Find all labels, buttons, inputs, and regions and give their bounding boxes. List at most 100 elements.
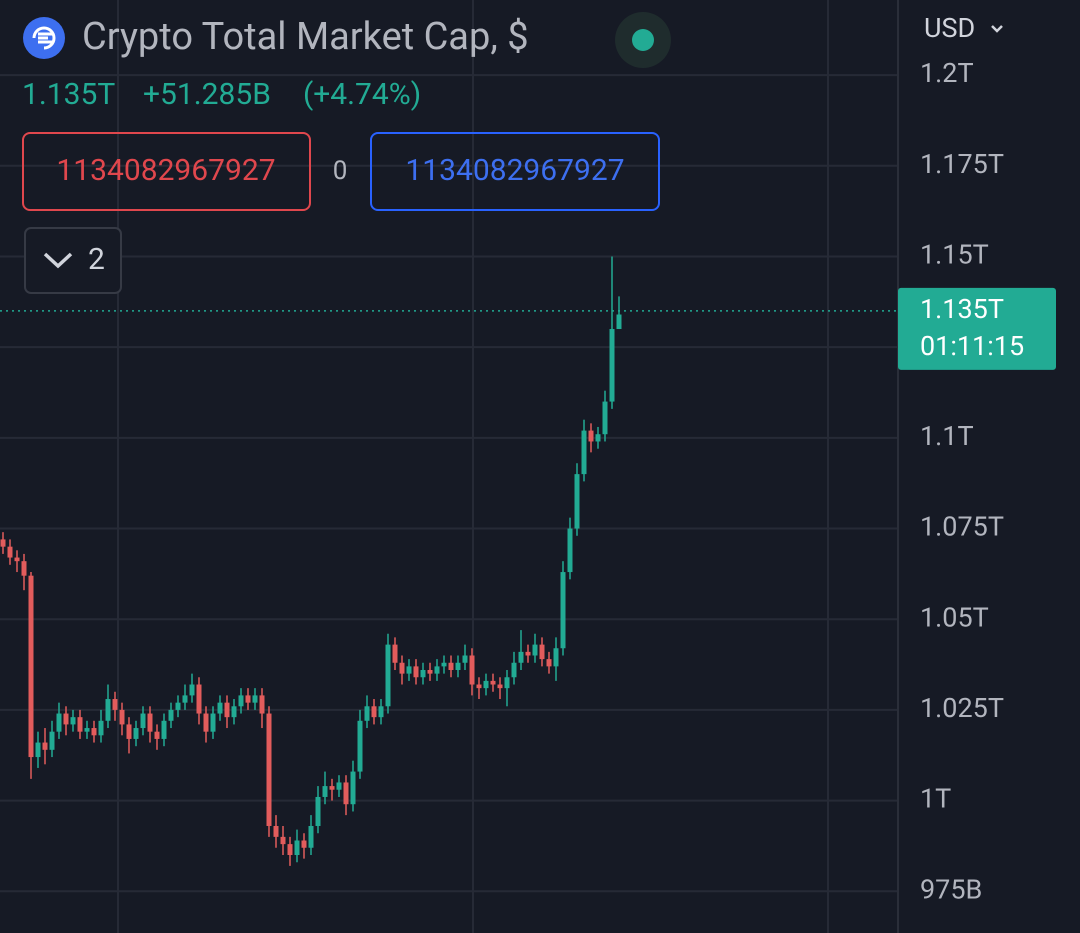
candle-body bbox=[231, 706, 237, 718]
candle-body bbox=[504, 677, 510, 689]
candle-body bbox=[56, 713, 62, 732]
candle-body bbox=[217, 702, 223, 714]
candle-body bbox=[616, 314, 622, 330]
candle-body bbox=[14, 557, 20, 562]
candle-body bbox=[595, 434, 601, 442]
candle-body bbox=[574, 474, 580, 529]
candle-body bbox=[553, 648, 559, 667]
y-tick-label: 1.2T bbox=[920, 57, 974, 89]
candle-body bbox=[154, 731, 160, 739]
y-tick-label: 1.025T bbox=[920, 692, 1004, 724]
chevron-icon bbox=[43, 252, 73, 269]
candle-body bbox=[140, 713, 146, 729]
candle-body bbox=[308, 825, 314, 848]
candle-body bbox=[252, 695, 258, 703]
candle-body bbox=[525, 651, 531, 656]
currency[interactable]: USD bbox=[924, 12, 975, 44]
candle-body bbox=[49, 731, 55, 750]
candle-body bbox=[147, 713, 153, 732]
legend-overlay: Crypto Total Market Cap, $ 1.135T +51.28… bbox=[22, 12, 1003, 294]
candle-body bbox=[315, 796, 321, 826]
candle-body bbox=[203, 713, 209, 732]
candle-body bbox=[350, 771, 356, 805]
candle-body bbox=[63, 713, 69, 725]
candle-body bbox=[385, 644, 391, 707]
sell-box[interactable] bbox=[22, 132, 311, 211]
candle-body bbox=[266, 713, 272, 826]
candle-body bbox=[322, 786, 328, 797]
candle-body bbox=[161, 720, 167, 739]
buy-box[interactable] bbox=[370, 132, 660, 211]
candle-body bbox=[581, 430, 587, 475]
candle-body bbox=[406, 666, 412, 674]
last-price-label: 1.135T bbox=[920, 293, 1004, 325]
candle-body bbox=[189, 684, 195, 696]
candle-body bbox=[490, 680, 496, 685]
plot-area bbox=[0, 256, 898, 866]
y-tick-label: 1.15T bbox=[920, 239, 989, 271]
candle-body bbox=[441, 662, 447, 667]
candle-body bbox=[301, 840, 307, 848]
candle-body bbox=[567, 528, 573, 573]
candle-body bbox=[448, 662, 454, 671]
candle-body bbox=[196, 684, 202, 714]
candle-body bbox=[105, 699, 111, 721]
candle-body bbox=[182, 695, 188, 703]
candle-body bbox=[168, 709, 174, 721]
status-dot bbox=[632, 29, 654, 51]
candle-body bbox=[343, 782, 349, 805]
price-axis: 975B1T1.025T1.05T1.075T1.1T1.125T1.15T1.… bbox=[898, 57, 1056, 905]
candle-body bbox=[42, 742, 48, 750]
chart-title: Crypto Total Market Cap, $ bbox=[82, 15, 529, 59]
candle-body bbox=[21, 561, 27, 576]
candle-body bbox=[175, 702, 181, 710]
candle-body bbox=[329, 786, 335, 790]
candle-body bbox=[602, 401, 608, 435]
candle-body bbox=[399, 662, 405, 674]
candle-body bbox=[413, 666, 419, 678]
candle-body bbox=[245, 695, 251, 703]
symbol-icon-glyph bbox=[32, 26, 56, 50]
candle-body bbox=[119, 709, 125, 725]
last-price-badge bbox=[898, 287, 1056, 370]
candle-body bbox=[112, 699, 118, 710]
y-tick-label: 1.1T bbox=[920, 420, 974, 452]
candle-body bbox=[532, 644, 538, 656]
candle-body bbox=[378, 706, 384, 718]
candle-body bbox=[518, 651, 524, 663]
candle-body bbox=[77, 717, 83, 732]
candle-body bbox=[91, 728, 97, 736]
y-tick-label: 1T bbox=[920, 783, 951, 815]
currency-chevron bbox=[991, 25, 1003, 33]
candle-body bbox=[280, 836, 286, 845]
last-value: 1.135T bbox=[22, 77, 115, 112]
collapse-button[interactable] bbox=[24, 227, 122, 294]
y-tick-label: 1.05T bbox=[920, 601, 989, 633]
candle-body bbox=[371, 706, 377, 718]
candle-body bbox=[364, 706, 370, 721]
candle-body bbox=[35, 742, 41, 758]
candle-body bbox=[420, 670, 426, 678]
candle-body bbox=[392, 644, 398, 663]
candle-body bbox=[273, 825, 279, 837]
candle-body bbox=[98, 720, 104, 736]
change: +51.285B bbox=[143, 77, 271, 112]
candle-body bbox=[238, 695, 244, 707]
candle-body bbox=[84, 728, 90, 732]
candle-body bbox=[462, 655, 468, 663]
candle-body bbox=[546, 659, 552, 667]
candle-body bbox=[511, 662, 517, 678]
candle-body bbox=[497, 684, 503, 689]
change-pct: (+4.74%) bbox=[303, 77, 421, 112]
y-tick-label: 1.075T bbox=[920, 511, 1004, 543]
candle-body bbox=[336, 782, 342, 790]
candle-body bbox=[294, 840, 300, 856]
candle-body bbox=[0, 539, 6, 547]
buy-value: 1134082967927 bbox=[405, 153, 624, 188]
candle-body bbox=[427, 670, 433, 674]
candle-body bbox=[287, 844, 293, 856]
candle-body bbox=[357, 720, 363, 772]
candle-body bbox=[133, 728, 139, 739]
candle-body bbox=[434, 666, 440, 674]
